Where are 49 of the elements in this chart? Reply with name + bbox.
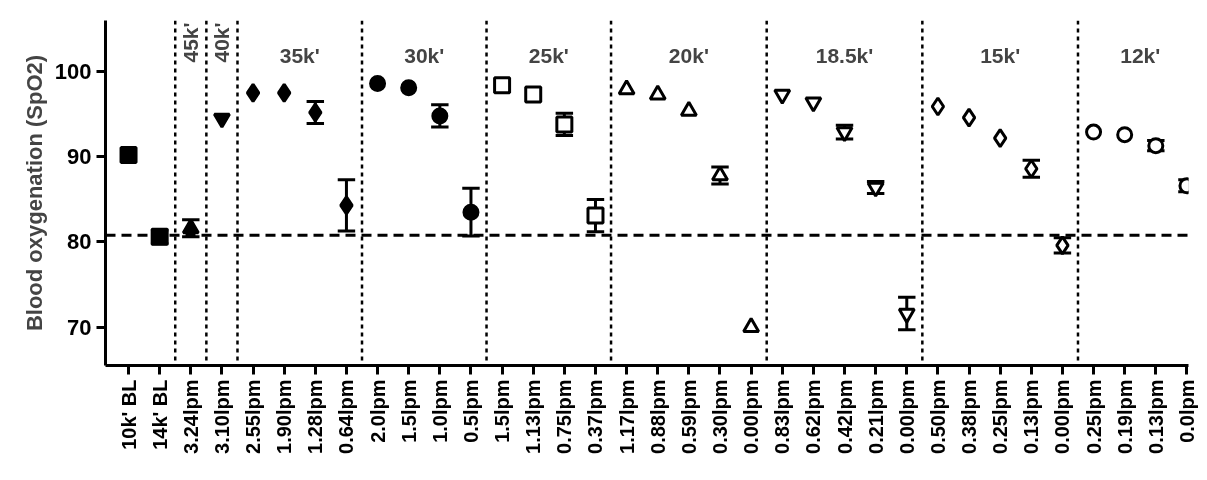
x-tick-label: 3.24lpm — [179, 379, 202, 454]
annotation: 30k' — [404, 44, 445, 67]
x-tick-label: 0.25lpm — [1082, 379, 1105, 454]
y-tick-label: 90 — [67, 144, 92, 170]
x-tick-label: 0.37lpm — [584, 379, 607, 454]
y-tick-label: 80 — [67, 229, 92, 255]
x-tick-label: 0.30lpm — [709, 379, 731, 454]
x-tick-label: 0.13lpm — [1020, 379, 1043, 454]
annotation: 15k' — [980, 44, 1021, 67]
annotation: 45k' — [179, 22, 203, 63]
x-tick-label: 0.50lpm — [926, 379, 949, 454]
x-tick-label: 0.88lpm — [646, 379, 669, 454]
x-tick-label: 2.55lpm — [242, 379, 265, 454]
x-tick-label: 0.83lpm — [771, 379, 794, 454]
x-tick-label: 1.90lpm — [273, 379, 296, 454]
x-tick-label: 0.75lpm — [553, 379, 576, 454]
x-tick-label: 1.13lpm — [522, 379, 545, 454]
annotation: 35k' — [279, 44, 320, 67]
x-tick-label: 0.42lpm — [833, 379, 856, 454]
x-tick-label: 0.25lpm — [989, 379, 1012, 454]
annotation: 40k' — [210, 22, 234, 63]
x-tick-label: 0.19lpm — [1113, 379, 1136, 454]
x-tick-label: 0.00lpm — [895, 379, 918, 454]
x-tick-label: 14k' BL — [148, 379, 171, 450]
x-tick-label: 10k' BL — [117, 379, 140, 450]
x-tick-label: 0.13lpm — [1144, 379, 1167, 454]
annotation: 12k' — [1120, 44, 1161, 67]
annotation: 25k' — [528, 44, 569, 67]
annotation: 20k' — [668, 44, 709, 67]
x-tick-label: 1.28lpm — [304, 379, 327, 454]
x-tick-label: 0.59lpm — [677, 379, 700, 454]
x-tick-label: 0.38lpm — [958, 379, 981, 454]
x-tick-label: 0.62lpm — [802, 379, 825, 454]
x-tick-label: 0.00lpm — [740, 379, 763, 454]
x-tick-label: 0.00lpm — [1051, 379, 1074, 454]
x-tick-label: 0.21lpm — [864, 379, 887, 454]
y-tick-label: 100 — [54, 59, 92, 85]
x-tick-label: 1.5lpm — [397, 379, 420, 443]
y-axis-title: Blood oxygenation (SpO2) — [21, 54, 47, 332]
x-tick-label: 2.0lpm — [366, 379, 389, 443]
x-tick-label: 0.64lpm — [335, 379, 358, 454]
annotation: 18.5k' — [815, 44, 874, 67]
y-tick-label: 70 — [67, 314, 92, 340]
x-tick-label: 0.5lpm — [459, 379, 482, 443]
x-tick-label: 1.5lpm — [491, 379, 514, 443]
x-tick-label: 0.0lpm — [1175, 379, 1198, 443]
x-tick-label: 3.10lpm — [210, 379, 233, 454]
x-tick-label: 1.17lpm — [615, 379, 638, 454]
x-tick-label: 1.0lpm — [428, 379, 451, 443]
